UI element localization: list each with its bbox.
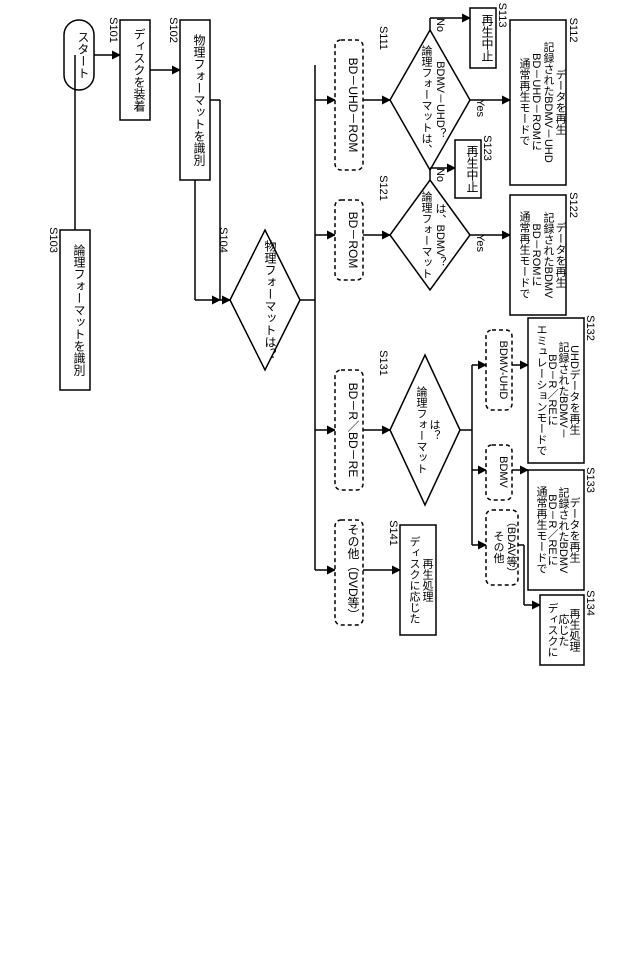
s112-l2: BD－UHD－ROMに [530,53,542,151]
s102-step: S102 [167,17,179,43]
node-s131: 論理フォーマット は？ S131 [377,350,460,505]
node-bd-uhd-rom: BD－UHD－ROM [335,40,363,170]
bdmv-uhd-label: BDMV-UHD [497,341,509,400]
node-s134: ディスクに 応じた 再生処理 S134 [540,590,596,665]
node-bdmv-uhd: BDMV-UHD [486,330,512,410]
node-s102: 物理フォーマットを識別 S102 [167,17,210,180]
bd-rom-label: BD－ROM [346,212,360,269]
s122-l3: 記録されたBDMV [542,210,555,299]
s131-l1: 論理フォーマット [415,385,428,474]
s111-yes: Yes [474,99,486,117]
node-bd-r-re: BD－R／BD－RE [335,370,363,490]
s131-l2: は？ [428,419,440,441]
s123-step: S123 [481,135,493,161]
node-s103: 論理フォーマットを識別 S103 [47,227,90,390]
s111-step: S111 [377,26,389,50]
s133-step: S133 [584,467,596,493]
stop123-label: 再生中止 [465,145,479,193]
s122-l2: BD－ROMに [530,224,542,287]
node-s101: ディスクを装着 S101 [107,17,150,120]
s141-l1: ディスクに応じた [408,535,421,624]
s132-step: S132 [584,315,596,341]
s104-label: 物理フォーマットは？ [263,240,277,360]
s141-l2: 再生処理 [421,558,434,602]
s111-label-2: BDMV－UHD？ [434,61,446,139]
s134-step: S134 [584,590,596,616]
s101-label: ディスクを装着 [132,28,146,113]
s112-step: S112 [567,18,579,43]
bdav-l2: （BDAV等） [505,516,518,578]
s121-l1: 論理フォーマット [420,190,433,279]
node-stop-123: 再生中止 S123 [455,135,493,198]
bdav-l1: その他 [492,531,505,564]
s111-no: No [434,18,446,32]
node-other-dvd: その他（DVD等） [335,520,363,625]
node-other-bdav: その他 （BDAV等） [486,510,518,585]
node-s141: ディスクに応じた 再生処理 S141 [387,520,436,635]
s112-l3: 記録されたBDMV－UHD [542,40,555,163]
other-dvd-label: その他（DVD等） [346,523,360,620]
s122-l4: データを再生 [554,221,567,288]
node-s133: 通常再生モードで BD－R／REに 記録されたBDMV データを再生 S133 [528,467,596,590]
start-label: スタート [76,31,90,79]
s122-step: S122 [567,192,579,218]
node-bdmv: BDMV [486,445,512,500]
bd-uhd-rom-label: BD－UHD－ROM [346,58,360,153]
s121-step: S121 [377,175,389,201]
node-s112: 通常再生モードで BD－UHD－ROMに 記録されたBDMV－UHD データを再… [510,18,579,185]
s102-label: 物理フォーマットを識別 [192,34,206,167]
s112-l1: 通常再生モードで [518,58,531,146]
s111-label-1: 論理フォーマットは、 [420,44,433,155]
s101-step: S101 [107,17,119,43]
s112-l4: データを再生 [554,68,567,135]
s141-step: S141 [387,520,399,546]
s122-l1: 通常再生モードで [518,211,531,299]
s132-l4: UHDデータを再生 [568,345,581,435]
node-s122: 通常再生モードで BD－ROMに 記録されたBDMV データを再生 S122 [510,192,579,315]
s134-l3: 再生処理 [568,608,581,652]
node-s104: 物理フォーマットは？ S104 [217,227,300,370]
bd-r-re-label: BD－R／BD－RE [346,383,360,478]
s121-l2: は、BDMV？ [434,202,446,267]
s103-step: S103 [47,227,59,253]
s104-step: S104 [217,227,229,253]
s131-step: S131 [377,350,389,376]
s133-l4: データを再生 [568,496,581,563]
s121-yes: Yes [474,234,486,252]
s113-step: S113 [496,3,508,28]
stop113-label: 再生中止 [480,14,494,62]
node-bd-rom: BD－ROM [335,200,363,280]
node-s132: エミュレーションモードで BD－R／REに 記録されたBDMV－ UHDデータを… [528,315,596,463]
s103-label: 論理フォーマットを識別 [72,243,86,377]
flowchart-svg: スタート ディスクを装着 S101 物理フォーマットを識別 S102 論理フォー… [0,0,640,976]
s121-no: No [434,168,446,182]
bdmv-label: BDMV [497,456,509,488]
node-start: スタート [64,20,94,90]
node-stop-113: 再生中止 S113 [470,3,508,68]
